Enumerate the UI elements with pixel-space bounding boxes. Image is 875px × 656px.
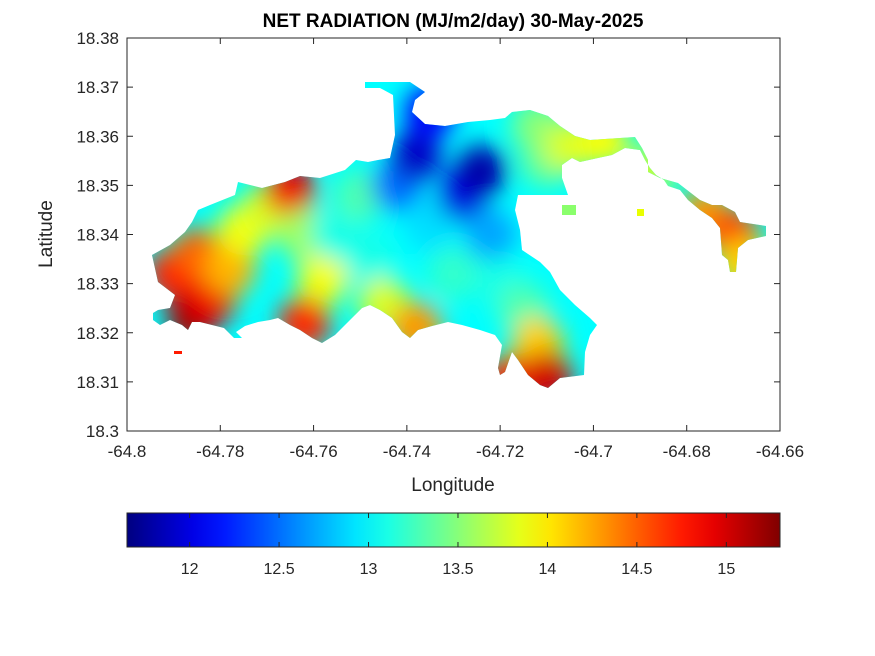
- y-tick-label: 18.38: [76, 29, 119, 48]
- x-tick-label: -64.74: [383, 442, 431, 461]
- field-sample-21: [455, 144, 508, 197]
- colorbar-tick-label: 12: [181, 561, 199, 578]
- field-sample-23: [427, 247, 480, 300]
- field-sample-9: [296, 252, 349, 305]
- islets: [174, 205, 644, 354]
- y-tick-label: 18.36: [76, 127, 119, 146]
- colorbar-tick-label: 14: [539, 561, 557, 578]
- colorbar-tick-label: 12.5: [263, 561, 294, 578]
- y-tick-label: 18.33: [76, 275, 119, 294]
- y-tick-label: 18.34: [76, 226, 119, 245]
- x-tick-label: -64.78: [196, 442, 244, 461]
- islet-west: [174, 351, 182, 354]
- y-tick-label: 18.31: [76, 373, 119, 392]
- x-tick-label: -64.8: [108, 442, 147, 461]
- x-axis: -64.8 -64.78 -64.76 -64.74 -64.72 -64.7 -64.68…: [108, 38, 804, 461]
- y-tick-label: 18.35: [76, 176, 119, 195]
- colorbar-gradient: [126, 512, 781, 548]
- islet-mid: [562, 205, 576, 215]
- field-sample-28: [520, 350, 573, 388]
- field-sample-4: [203, 242, 256, 295]
- y-tick-label: 18.3: [86, 422, 119, 441]
- colorbar: 12 12.5 13 13.5 14 14.5 15: [126, 512, 781, 578]
- colorbar-tick-label: 13: [360, 561, 378, 578]
- colorbar-tick-label: 13.5: [442, 561, 473, 578]
- colorbar-tick-label: 14.5: [621, 561, 652, 578]
- y-tick-label: 18.37: [76, 78, 119, 97]
- field-sample-22: [464, 208, 517, 261]
- x-tick-label: -64.72: [476, 442, 524, 461]
- colorbar-tick-label: 15: [717, 561, 735, 578]
- x-axis-label: Longitude: [411, 475, 494, 496]
- y-tick-label: 18.32: [76, 324, 119, 343]
- field-sample-17: [390, 129, 443, 182]
- x-tick-label: -64.68: [663, 442, 711, 461]
- x-tick-label: -64.7: [574, 442, 613, 461]
- y-axis: 18.3 18.31 18.32 18.33 18.34 18.35 18.36 18.37 1…: [76, 29, 780, 441]
- x-tick-label: -64.76: [289, 442, 337, 461]
- field-sample-13: [343, 233, 396, 286]
- x-tick-label: -64.66: [756, 442, 804, 461]
- y-axis-label: Latitude: [36, 200, 57, 268]
- chart-title: NET RADIATION (MJ/m2/day) 30-May-2025: [263, 11, 644, 32]
- islet-east: [637, 209, 644, 216]
